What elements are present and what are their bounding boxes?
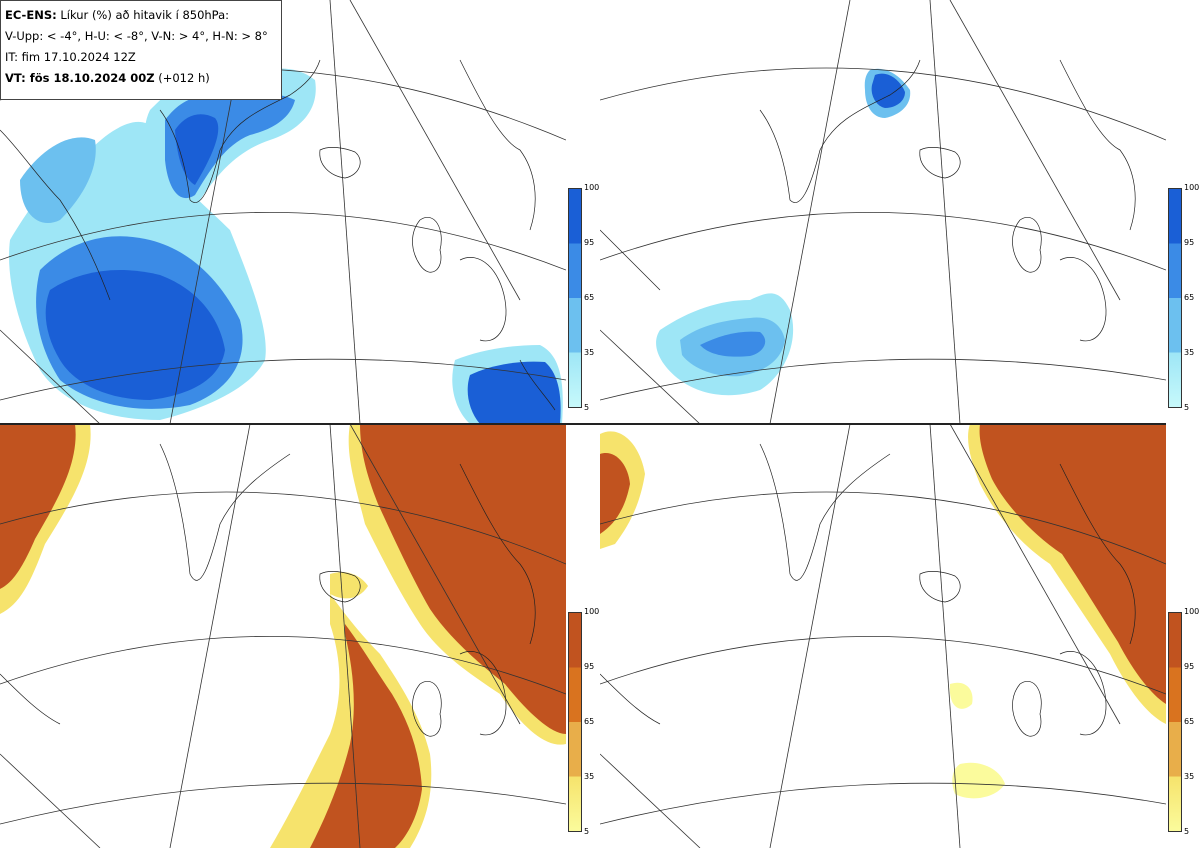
coastlines	[600, 59, 1136, 342]
colorbar-tick-label: 65	[584, 717, 595, 726]
colorbar-orange: 100 95 65 35 5	[1168, 608, 1199, 836]
map-svg	[600, 0, 1166, 424]
map-panel-cold-4	[0, 0, 566, 424]
colorbar-blue: 100 95 65 35 5	[568, 184, 599, 412]
map-panel-warm-8	[600, 424, 1166, 848]
coastlines	[0, 443, 536, 737]
colorbar-gradient	[568, 612, 582, 832]
colorbar-tick-label: 95	[1184, 238, 1195, 247]
colorbar-tick-label: 65	[1184, 717, 1195, 726]
map-svg	[0, 424, 566, 848]
colorbar-tick-label: 5	[1184, 403, 1190, 412]
colorbar-tick-label: 100	[584, 183, 600, 192]
colorbar-tick-label: 35	[1184, 772, 1195, 781]
probability-shading	[9, 68, 563, 424]
probability-shading	[600, 424, 1166, 799]
map-panel-warm-4	[0, 424, 566, 848]
colorbar-blue: 100 95 65 35 5	[1168, 184, 1199, 412]
colorbar-tick-label: 65	[1184, 293, 1195, 302]
probability-shading	[656, 68, 911, 396]
panel-separator	[0, 423, 1166, 425]
colorbar-tick-label: 35	[1184, 348, 1195, 357]
colorbar-tick-label: 65	[584, 293, 595, 302]
colorbar-tick-label: 100	[584, 607, 600, 616]
graticule-lines	[0, 424, 566, 848]
coastlines	[0, 59, 556, 411]
colorbar-tick-label: 5	[584, 827, 590, 836]
colorbar-orange: 100 95 65 35 5	[568, 608, 599, 836]
map-svg	[600, 424, 1166, 848]
colorbar-tick-label: 95	[584, 662, 595, 671]
colorbar-gradient	[568, 188, 582, 408]
colorbar-gradient	[1168, 188, 1182, 408]
colorbar-gradient	[1168, 612, 1182, 832]
coastlines	[600, 443, 1136, 737]
colorbar-tick-label: 95	[584, 238, 595, 247]
colorbar-tick-label: 5	[584, 403, 590, 412]
legend-line-1: EC-ENS: Líkur (%) að hitavik í 850hPa:	[5, 8, 230, 22]
colorbar-tick-label: 100	[1184, 607, 1200, 616]
legend-line-4: VT: fös 18.10.2024 00Z (+012 h)	[5, 71, 210, 85]
colorbar-tick-label: 5	[1184, 827, 1190, 836]
map-legend: EC-ENS: Líkur (%) að hitavik í 850hPa: V…	[0, 0, 282, 100]
map-svg	[0, 0, 566, 424]
colorbar-tick-label: 95	[1184, 662, 1195, 671]
colorbar-tick-label: 35	[584, 772, 595, 781]
graticule-lines	[600, 424, 1166, 848]
map-panel-cold-8	[600, 0, 1166, 424]
legend-line-2: V-Upp: < -4°, H-U: < -8°, V-N: > 4°, H-N…	[5, 29, 268, 43]
colorbar-tick-label: 35	[584, 348, 595, 357]
colorbar-tick-label: 100	[1184, 183, 1200, 192]
legend-line-3: IT: fim 17.10.2024 12Z	[5, 50, 136, 64]
